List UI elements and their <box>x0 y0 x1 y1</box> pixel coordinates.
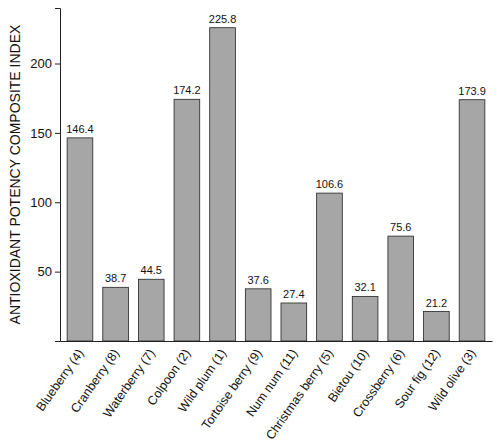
tick: 50 <box>38 264 60 279</box>
data-label: 75.6 <box>390 221 411 233</box>
tick: 100 <box>30 195 60 210</box>
data-label: 146.4 <box>66 123 94 135</box>
tick: 200 <box>30 56 60 71</box>
bar <box>352 296 378 341</box>
bar <box>281 303 307 341</box>
bar <box>424 312 450 341</box>
tick-mark <box>55 64 60 65</box>
bar <box>245 289 271 341</box>
data-label: 21.2 <box>426 297 447 309</box>
tick-label: Crossberry (6) <box>350 347 407 420</box>
chart: 50 100 150 200 Blueberry (4)Cranberry (8)Wat… <box>0 0 500 441</box>
bar <box>459 100 485 341</box>
bar <box>388 236 414 341</box>
tick: Wild olive (3) <box>426 341 479 414</box>
y-axis-title: ANTIOXIDANT POTENCY COMPOSITE INDEX <box>7 24 23 324</box>
bar <box>138 279 164 341</box>
tick-label: 50 <box>38 264 52 279</box>
y-axis-line <box>55 9 61 342</box>
tick-label: Waterberry (7) <box>100 347 157 421</box>
tick: Waterberry (7) <box>100 341 157 420</box>
tick-label: 100 <box>30 195 52 210</box>
data-label: 174.2 <box>173 84 201 96</box>
data-label: 173.9 <box>458 85 486 97</box>
bar <box>210 28 236 341</box>
bars <box>67 28 485 341</box>
tick-label: 150 <box>30 126 52 141</box>
y-axis: 50 100 150 200 <box>30 9 60 342</box>
x-axis: Blueberry (4)Cranberry (8)Waterberry (7)… <box>34 341 493 441</box>
data-label: 44.5 <box>141 264 162 276</box>
bar <box>317 193 343 341</box>
x-axis-line <box>61 341 493 342</box>
tick-mark <box>55 133 60 134</box>
data-label: 225.8 <box>209 13 237 25</box>
data-label: 106.6 <box>316 178 344 190</box>
data-label: 37.6 <box>247 274 268 286</box>
tick-label: 200 <box>30 56 52 71</box>
bar <box>67 138 93 341</box>
tick: 150 <box>30 126 60 141</box>
tick: Christmas berry (5) <box>263 341 336 441</box>
tick-mark <box>55 202 60 203</box>
tick-label: Wild olive (3) <box>426 347 479 414</box>
tick-mark <box>55 272 60 273</box>
bar <box>103 287 129 341</box>
data-label: 32.1 <box>354 281 375 293</box>
data-label: 38.7 <box>105 272 126 284</box>
data-label: 27.4 <box>283 288 304 300</box>
plot: 50 100 150 200 Blueberry (4)Cranberry (8)Wat… <box>30 9 492 441</box>
data-labels: 146.4 38.7 44.5 174.2 225.8 37.6 27.4 106.6 32.1… <box>66 13 486 309</box>
tick-label: Christmas berry (5) <box>263 347 336 441</box>
bar <box>174 99 200 341</box>
